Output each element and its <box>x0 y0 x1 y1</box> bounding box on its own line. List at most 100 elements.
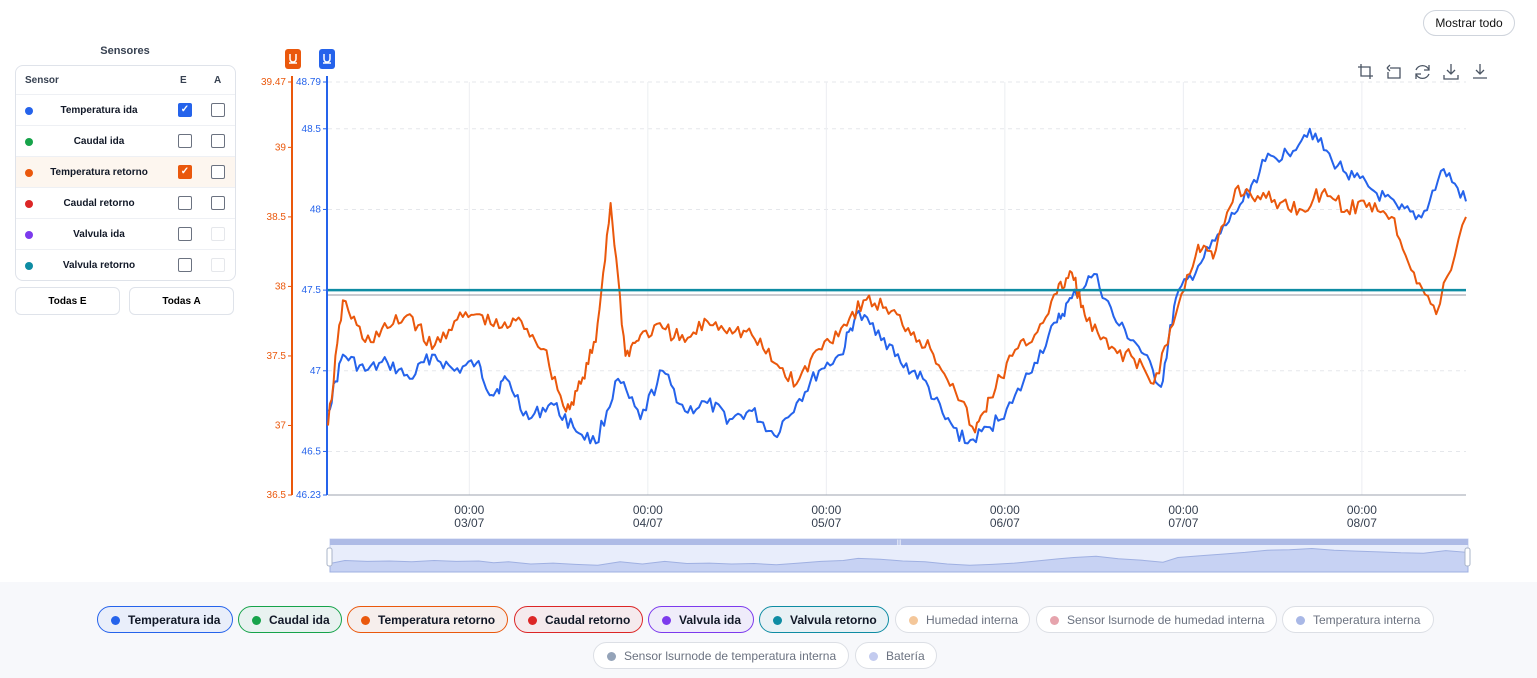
sensor-table: Sensor E A Temperatura ida ✓ Caudal ida Tem… <box>15 65 236 281</box>
legend-label: Caudal ida <box>269 612 330 627</box>
y-tick-left: 37 <box>275 420 287 431</box>
magnet-icon <box>289 54 297 64</box>
crop-icon[interactable] <box>1358 64 1373 79</box>
series-line-temperatura-ida[interactable] <box>327 127 1467 445</box>
checkbox-a[interactable] <box>211 196 225 210</box>
sensor-color-dot <box>25 138 33 146</box>
zoom-preview <box>329 547 1469 573</box>
sensor-row: Temperatura retorno ✓ <box>16 156 235 188</box>
checkbox-a[interactable] <box>211 165 225 179</box>
y-tick-right: 46.5 <box>302 446 322 457</box>
legend-dot <box>1296 616 1305 625</box>
sensor-color-dot <box>25 262 33 270</box>
sensor-row: Caudal ida <box>16 125 235 157</box>
y-tick-right: 48 <box>310 204 322 215</box>
left-axis-icon[interactable] <box>285 49 301 69</box>
legend-dot <box>869 652 878 661</box>
chart-grid <box>328 81 1466 496</box>
checkbox-e[interactable]: ✓ <box>178 103 192 117</box>
checkbox-e[interactable] <box>178 227 192 241</box>
checkbox-e[interactable]: ✓ <box>178 165 192 179</box>
data-zoom-slider[interactable]: ||| <box>326 538 1471 573</box>
line-chart[interactable]: 00:0003/0700:0004/0700:0005/0700:0006/07… <box>0 0 1537 582</box>
legend-label: Valvula ida <box>679 612 742 627</box>
show-all-button[interactable]: Mostrar todo <box>1423 10 1515 36</box>
zoom-handle-left[interactable] <box>326 547 333 567</box>
legend-item[interactable]: Temperatura interna <box>1282 606 1434 633</box>
y-tick-left: 38 <box>275 281 287 292</box>
checkbox-a[interactable] <box>211 103 225 117</box>
column-sensor: Sensor <box>25 75 59 86</box>
legend-dot <box>252 616 261 625</box>
download-alt-icon[interactable] <box>1473 64 1487 79</box>
legend-dot <box>111 616 120 625</box>
all-e-button[interactable]: Todas E <box>15 287 120 315</box>
y-tick-right: 46.23 <box>296 490 321 501</box>
refresh-icon[interactable] <box>1415 64 1430 80</box>
sensor-row: Caudal retorno <box>16 187 235 219</box>
legend-dot <box>773 616 782 625</box>
y-tick-right: 47 <box>310 366 322 377</box>
zoom-top-bar[interactable] <box>330 539 1468 545</box>
zoom-grip[interactable]: ||| <box>897 540 902 546</box>
checkbox-a <box>211 258 225 272</box>
y-tick-left: 38.5 <box>267 212 287 223</box>
x-tick-time: 00:00 <box>454 503 484 517</box>
chart-toolbar <box>1358 62 1488 87</box>
x-tick-time: 00:00 <box>811 503 841 517</box>
chart-axes: 00:0003/0700:0004/0700:0005/0700:0006/07… <box>261 76 1466 530</box>
legend-label: Sensor lsurnode de temperatura interna <box>624 648 837 663</box>
sensor-row: Valvula retorno <box>16 249 235 280</box>
series-line-temperatura-retorno[interactable] <box>327 184 1467 434</box>
zoom-handle-right[interactable] <box>1464 547 1471 567</box>
legend-item[interactable]: Caudal ida <box>238 606 342 633</box>
legend-item[interactable]: Sensor lsurnode de temperatura interna <box>593 642 849 669</box>
checkbox-e[interactable] <box>178 196 192 210</box>
legend-label: Valvula retorno <box>790 612 877 627</box>
right-axis-icon[interactable] <box>319 49 335 69</box>
legend-label: Humedad interna <box>926 612 1019 627</box>
legend-item[interactable]: Valvula retorno <box>759 606 889 633</box>
y-tick-left: 37.5 <box>267 351 287 362</box>
x-tick-date: 03/07 <box>454 516 484 530</box>
sensor-color-dot <box>25 200 33 208</box>
sensor-label: Valvula ida <box>73 229 125 240</box>
legend-label: Temperatura interna <box>1313 612 1421 627</box>
y-tick-left: 36.5 <box>267 490 287 501</box>
all-a-button[interactable]: Todas A <box>129 287 234 315</box>
chart-series <box>327 127 1467 445</box>
legend-label: Temperatura retorno <box>378 612 496 627</box>
undo-icon[interactable] <box>1386 64 1401 79</box>
x-tick-date: 04/07 <box>633 516 663 530</box>
legend-label: Sensor lsurnode de humedad interna <box>1067 612 1265 627</box>
legend-item[interactable]: Sensor lsurnode de humedad interna <box>1036 606 1277 633</box>
legend-item[interactable]: Humedad interna <box>895 606 1030 633</box>
legend-dot <box>361 616 370 625</box>
sensor-color-dot <box>25 169 33 177</box>
legend-dot <box>662 616 671 625</box>
checkbox-a[interactable] <box>211 134 225 148</box>
sensor-label: Temperatura ida <box>60 105 138 116</box>
sensor-row: Valvula ida <box>16 218 235 250</box>
legend-dot <box>909 616 918 625</box>
x-tick-date: 05/07 <box>811 516 841 530</box>
download-icon[interactable] <box>1443 64 1459 80</box>
legend-item[interactable]: Valvula ida <box>648 606 754 633</box>
y-tick-right: 48.5 <box>302 124 322 135</box>
checkbox-e[interactable] <box>178 258 192 272</box>
legend-dot <box>1050 616 1059 625</box>
legend-item[interactable]: Temperatura retorno <box>347 606 508 633</box>
legend-item[interactable]: Batería <box>855 642 937 669</box>
x-tick-date: 07/07 <box>1168 516 1198 530</box>
legend-item[interactable]: Caudal retorno <box>514 606 643 633</box>
y-tick-right: 48.79 <box>296 77 321 88</box>
sensor-row: Temperatura ida ✓ <box>16 94 235 126</box>
y-tick-left: 39.47 <box>261 77 286 88</box>
sensor-label: Caudal ida <box>73 136 125 147</box>
x-tick-time: 00:00 <box>633 503 663 517</box>
sensor-table-header: Sensor E A <box>16 66 235 94</box>
checkbox-a <box>211 227 225 241</box>
checkbox-e[interactable] <box>178 134 192 148</box>
legend-item[interactable]: Temperatura ida <box>97 606 233 633</box>
sensor-color-dot <box>25 107 33 115</box>
